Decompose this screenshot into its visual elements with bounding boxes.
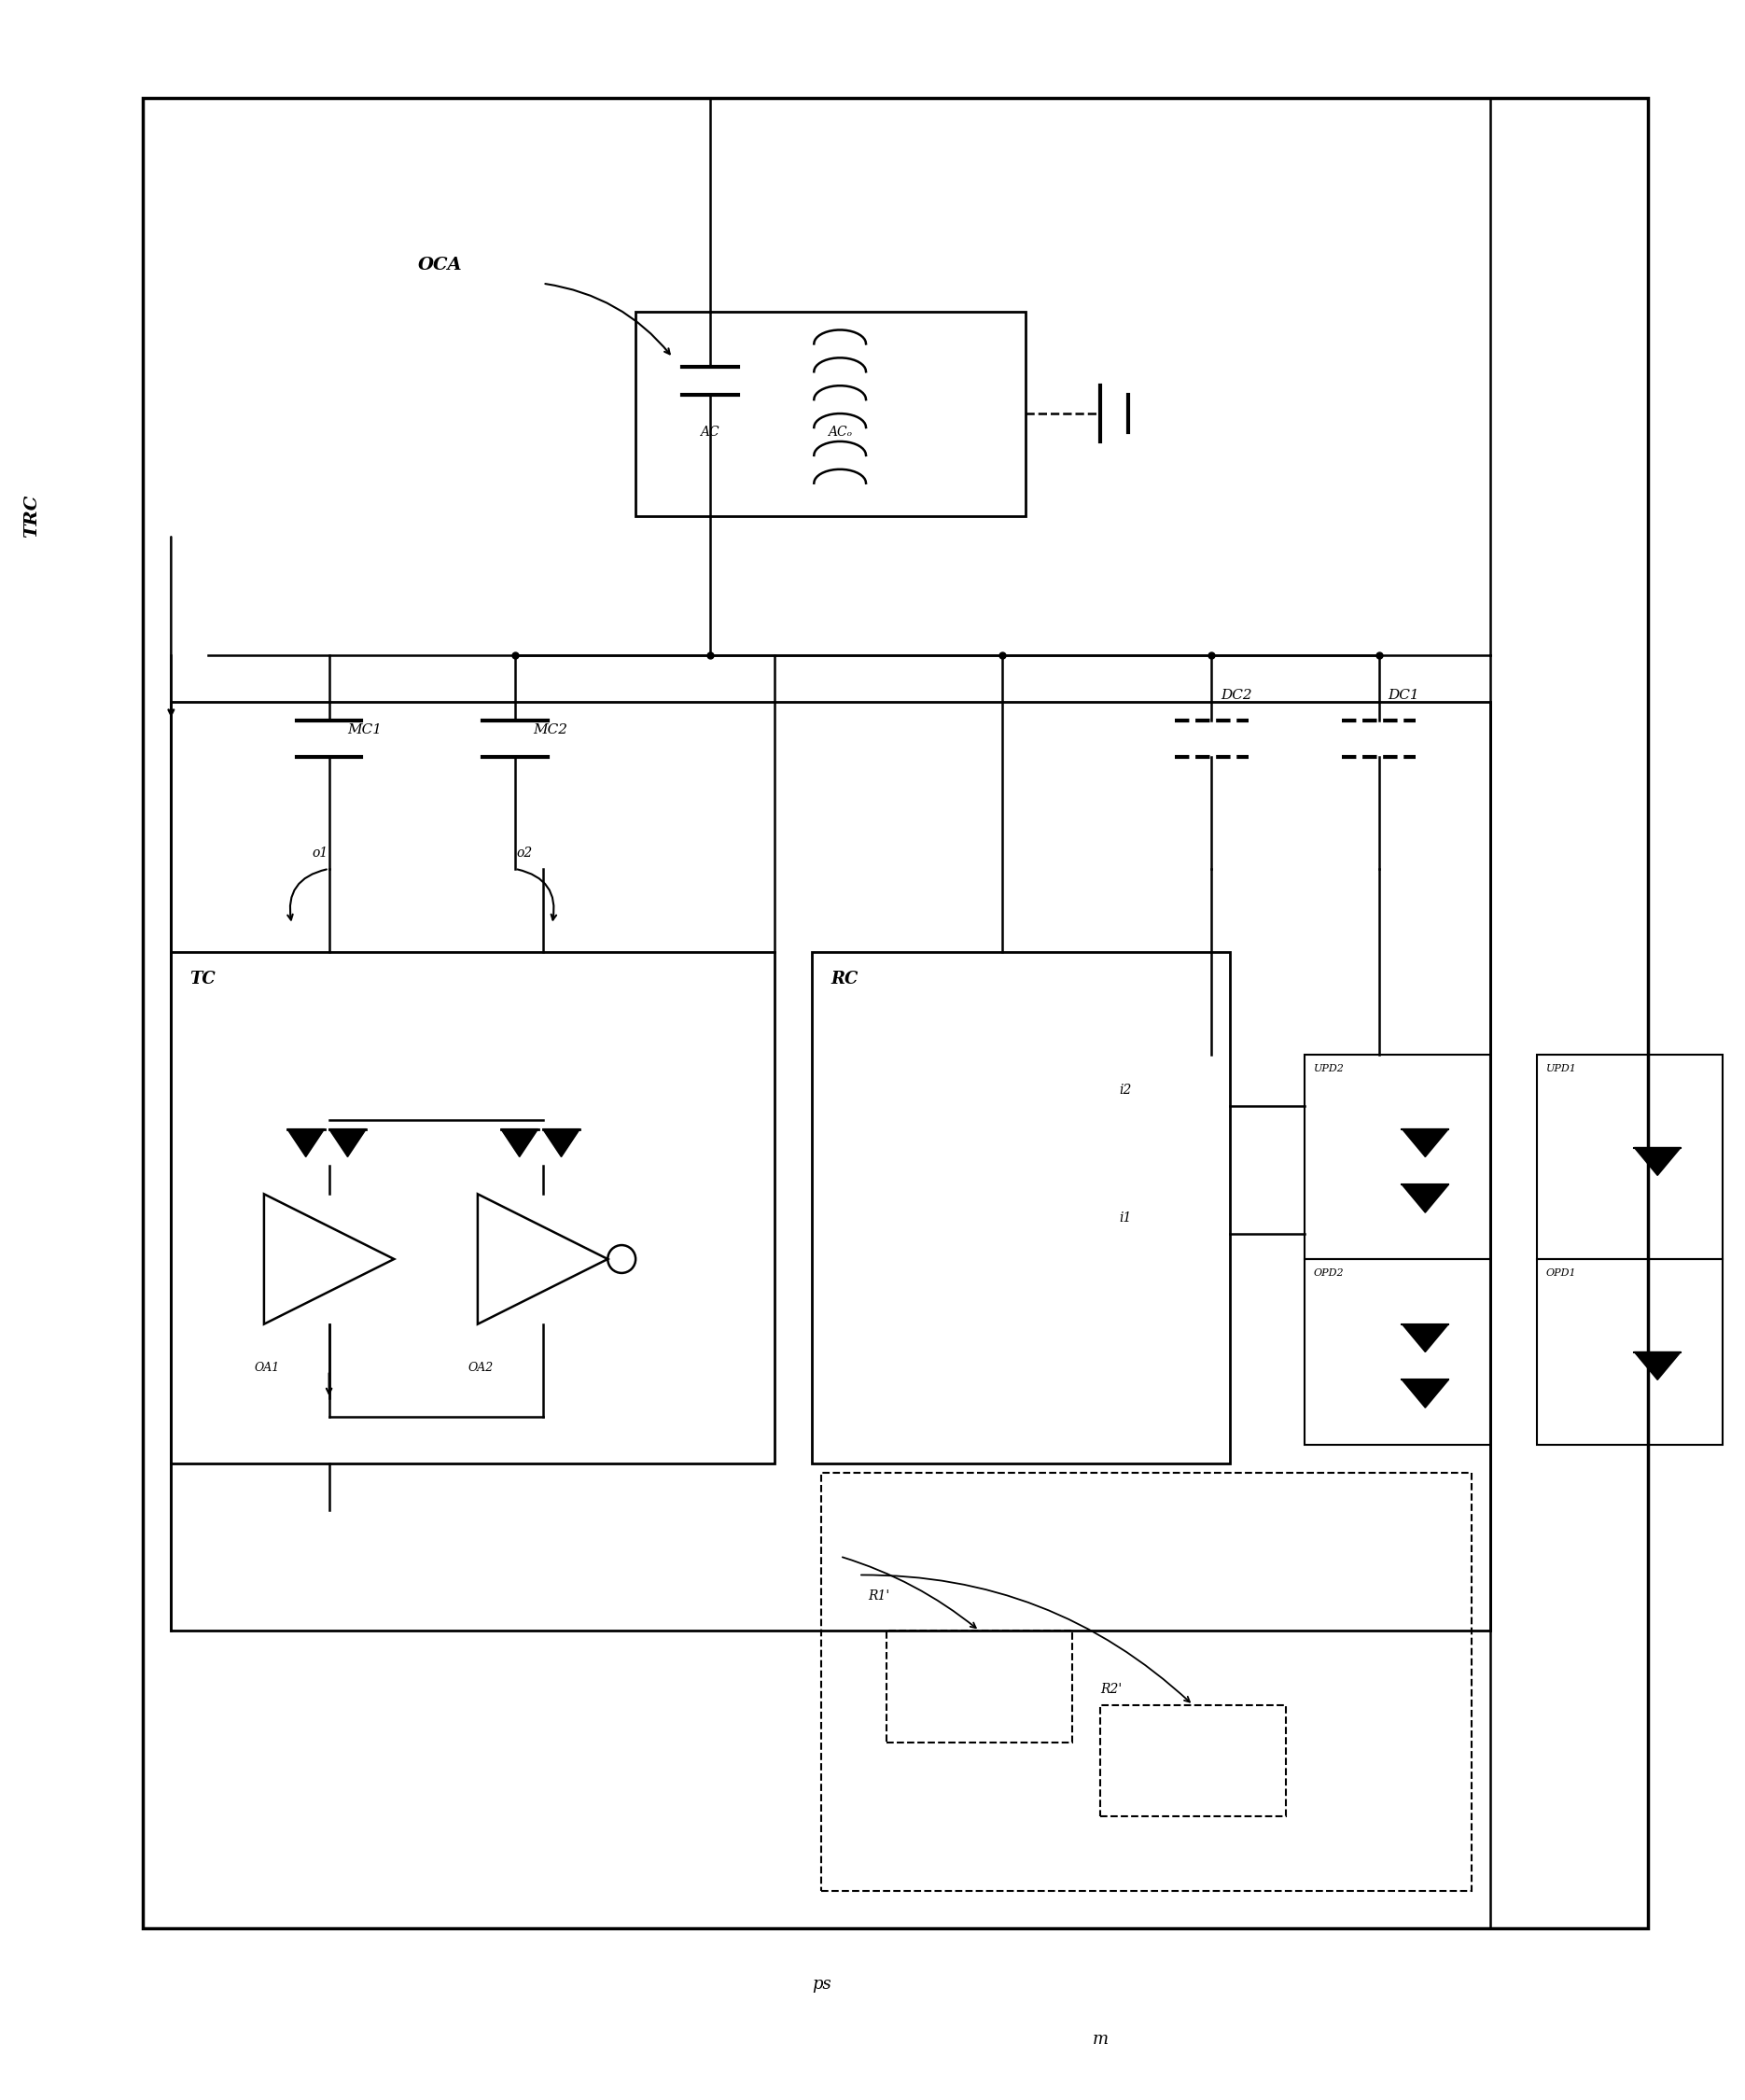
Text: RC: RC (831, 970, 859, 987)
Bar (635, 311, 1026, 517)
Text: OPD2: OPD2 (1314, 1268, 1344, 1277)
Text: MC1: MC1 (347, 722, 382, 735)
Text: ACₒ: ACₒ (827, 426, 852, 439)
Text: OPD1: OPD1 (1546, 1268, 1576, 1277)
Text: o2: o2 (517, 846, 532, 859)
Bar (1305, 1260, 1490, 1445)
Text: R2': R2' (1099, 1682, 1122, 1697)
Text: DC2: DC2 (1222, 689, 1253, 701)
Bar (1099, 1705, 1286, 1816)
Text: TRC: TRC (23, 494, 40, 538)
Text: AC: AC (700, 426, 719, 439)
Polygon shape (288, 1130, 325, 1157)
Text: ps: ps (811, 1976, 831, 1993)
Text: UPD1: UPD1 (1546, 1065, 1577, 1073)
Bar (1537, 1054, 1722, 1260)
Bar (886, 1632, 1071, 1743)
Text: OCA: OCA (419, 256, 462, 273)
Bar (1537, 1260, 1722, 1445)
Bar (811, 953, 1230, 1464)
Polygon shape (1401, 1130, 1448, 1157)
Text: MC2: MC2 (534, 722, 567, 735)
Polygon shape (1635, 1147, 1680, 1176)
Bar (171, 701, 1490, 1632)
Text: OA1: OA1 (255, 1361, 281, 1373)
Text: UPD2: UPD2 (1314, 1065, 1344, 1073)
Text: i2: i2 (1119, 1084, 1131, 1096)
Polygon shape (1401, 1380, 1448, 1407)
Bar (1305, 1054, 1490, 1260)
Polygon shape (501, 1130, 537, 1157)
Bar (822, 1472, 1471, 1890)
Text: TC: TC (190, 970, 216, 987)
Polygon shape (1401, 1325, 1448, 1352)
Text: DC1: DC1 (1387, 689, 1419, 701)
Bar (171, 953, 775, 1464)
Text: m: m (1092, 2031, 1108, 2048)
Text: i1: i1 (1119, 1212, 1131, 1224)
Polygon shape (543, 1130, 579, 1157)
Polygon shape (1635, 1352, 1680, 1380)
Text: o1: o1 (312, 846, 328, 859)
Bar (143, 97, 1649, 1928)
Text: OA2: OA2 (468, 1361, 494, 1373)
Polygon shape (330, 1130, 366, 1157)
Polygon shape (1401, 1184, 1448, 1212)
Text: R1': R1' (867, 1590, 890, 1602)
